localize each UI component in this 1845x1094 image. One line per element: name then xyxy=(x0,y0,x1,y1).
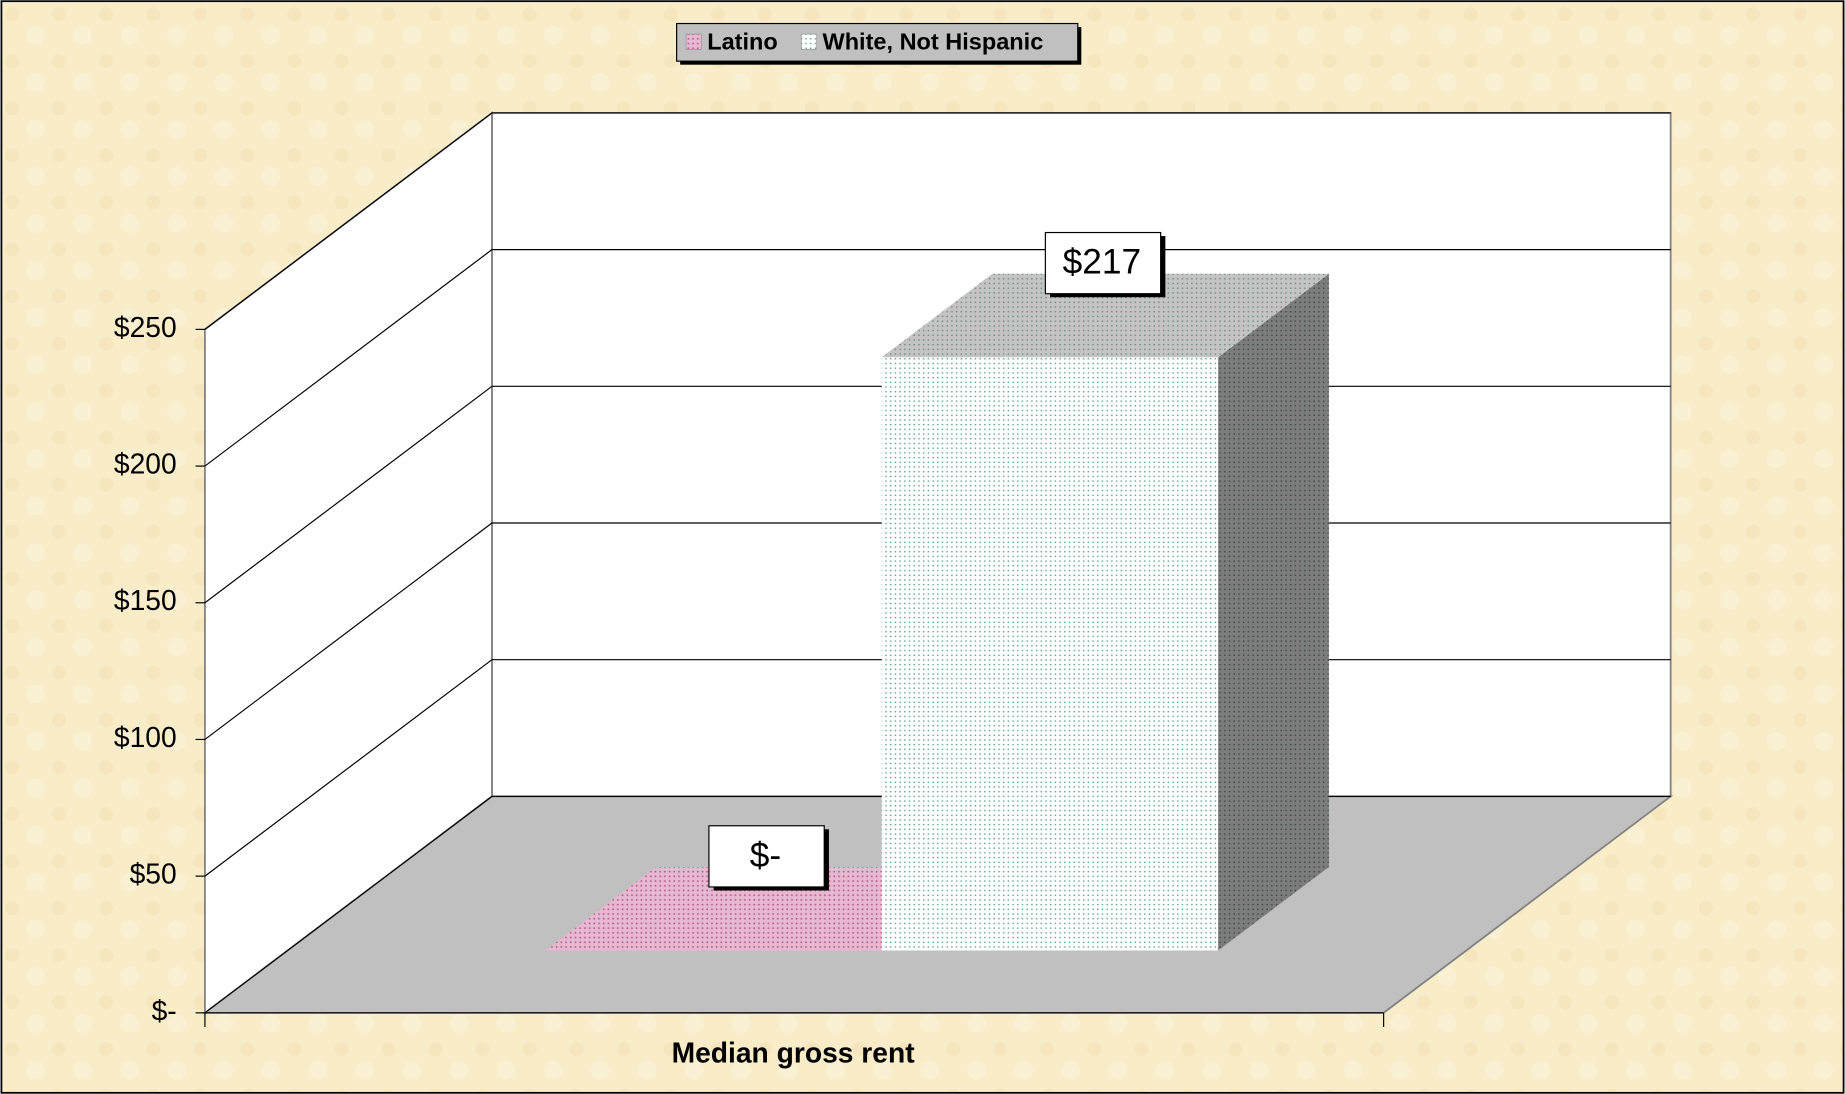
y-tick-label: $250 xyxy=(114,311,177,343)
grid-line xyxy=(204,112,1671,330)
legend-label: Latino xyxy=(707,29,778,55)
y-tick-label: $200 xyxy=(114,448,177,480)
value-label-box xyxy=(1044,231,1162,295)
y-tick-label: $150 xyxy=(114,584,177,616)
bar-front xyxy=(881,357,1219,951)
y-tick-label: $50 xyxy=(130,858,177,890)
bar-top xyxy=(881,273,1329,358)
grid-line xyxy=(204,249,1671,467)
legend-label: White, Not Hispanic xyxy=(823,29,1044,55)
y-tick-label: $100 xyxy=(114,721,177,753)
value-label-box xyxy=(708,825,825,888)
legend-swatch xyxy=(801,33,817,50)
bar-side xyxy=(1218,273,1329,951)
x-category-label: Median gross rent xyxy=(672,1037,916,1069)
value-label-text: $- xyxy=(750,836,781,875)
value-label: $217 xyxy=(1044,231,1166,298)
y-tick-label: $- xyxy=(152,994,177,1026)
value-label-text: $217 xyxy=(1063,243,1142,282)
value-label: $- xyxy=(708,825,829,891)
legend-swatch xyxy=(685,33,702,50)
bar-top xyxy=(545,866,993,951)
legend: Latino White, Not Hispanic xyxy=(676,22,1082,65)
